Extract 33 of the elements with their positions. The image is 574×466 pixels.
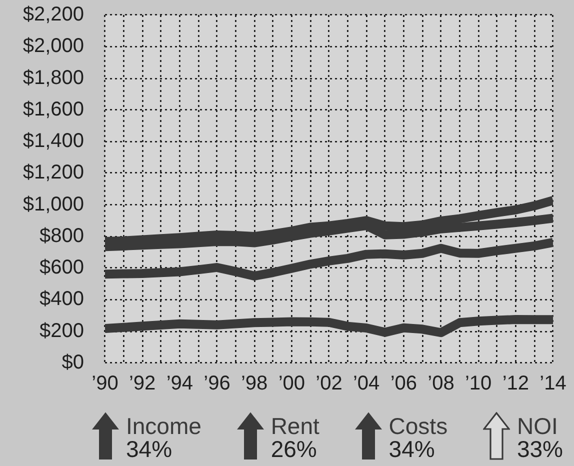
x-tick-label: ’14 [540,372,566,395]
x-tick-label: ’92 [128,372,156,395]
x-tick-label: ’00 [278,372,306,395]
text: 26% [270,436,318,462]
x-tick-label: ’12 [502,372,530,395]
text: 34% [126,436,174,462]
y-tick-label: $1,200 [22,162,84,184]
x-tick-label: ’90 [92,372,118,395]
y-tick-label: $200 [40,320,84,342]
legend-label: NOI [516,413,559,439]
y-tick-label: $1,600 [22,98,84,120]
x-tick-label: ’10 [464,372,492,395]
x-tick-label: ’08 [428,372,454,395]
y-tick-label: $600 [40,256,84,279]
x-tick-label: ’94 [166,372,194,395]
y-tick-label: $400 [40,288,84,310]
legend-label: Income [126,413,202,439]
y-tick-label: $1,800 [22,66,84,89]
text: 34% [388,436,436,462]
x-tick-label: ’04 [352,372,380,395]
y-tick-label: $800 [40,224,84,247]
x-tick-label: ’02 [316,372,342,395]
legend-label: Costs [388,413,448,439]
text: 33% [516,436,563,462]
legend-label: Rent [270,413,320,439]
x-tick-label: ’96 [204,372,230,395]
x-tick-label: ’06 [390,372,418,395]
y-tick-label: $0 [62,352,84,374]
y-tick-label: $1,400 [22,130,84,152]
y-tick-label: $2,200 [22,4,84,26]
y-tick-label: $1,000 [22,193,84,216]
x-tick-label: ’98 [240,372,268,395]
y-tick-label: $2,000 [22,35,84,58]
